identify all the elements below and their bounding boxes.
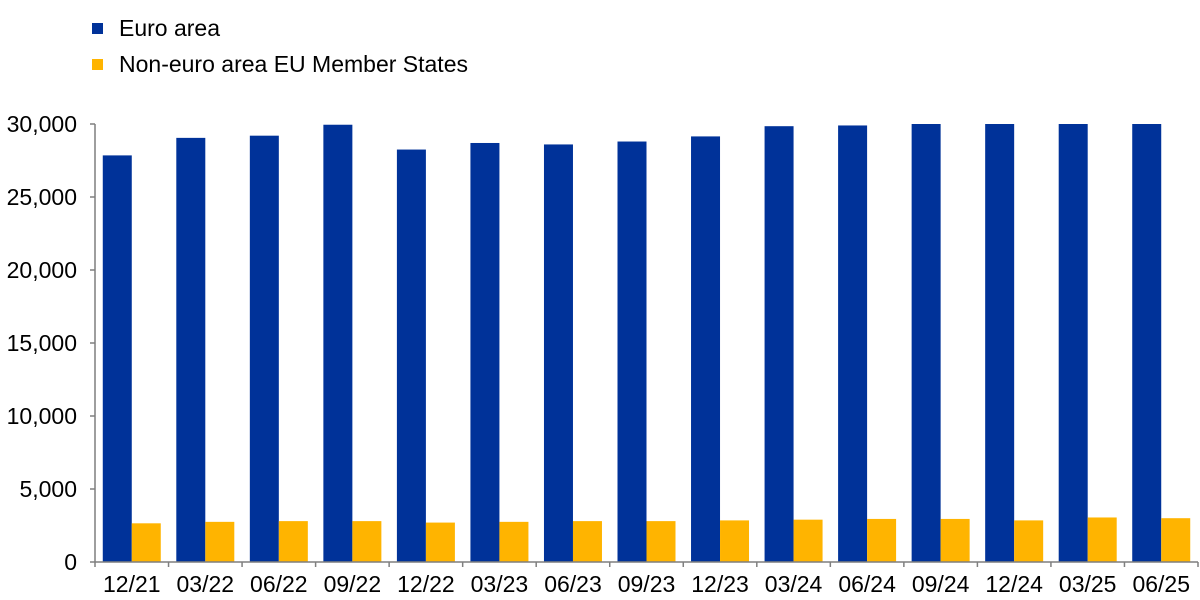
bar-non-euro-area-12-23 — [720, 520, 750, 562]
bar-non-euro-area-09-23 — [646, 521, 676, 562]
chart-legend: Euro area Non-euro area EU Member States — [92, 10, 468, 82]
bar-non-euro-area-09-24 — [940, 518, 970, 562]
legend-item-non-euro-area: Non-euro area EU Member States — [92, 46, 468, 82]
x-tick-label: 12/21 — [103, 571, 161, 597]
x-tick-label: 06/23 — [544, 571, 602, 597]
bar-euro-area-03-23 — [470, 142, 500, 563]
bar-non-euro-area-09-22 — [352, 521, 382, 562]
bar-non-euro-area-03-24 — [793, 519, 823, 562]
bar-non-euro-area-06-24 — [867, 518, 897, 562]
x-tick-label: 06/24 — [838, 571, 896, 597]
y-tick-label: 30,000 — [7, 111, 77, 137]
x-tick-label: 06/25 — [1132, 571, 1190, 597]
bar-non-euro-area-06-23 — [572, 521, 602, 562]
legend-swatch-non-euro-area — [92, 58, 103, 70]
bar-euro-area-12-23 — [691, 136, 721, 562]
bar-euro-area-03-24 — [764, 126, 794, 562]
legend-label-non-euro-area: Non-euro area EU Member States — [119, 51, 468, 77]
bar-euro-area-06-23 — [543, 144, 573, 562]
bar-non-euro-area-06-25 — [1161, 518, 1191, 562]
legend-item-euro-area: Euro area — [92, 10, 468, 46]
x-tick-label: 12/24 — [985, 571, 1043, 597]
bar-non-euro-area-03-23 — [499, 521, 529, 562]
x-tick-label: 09/24 — [912, 571, 970, 597]
y-tick-label: 15,000 — [7, 330, 77, 356]
bar-euro-area-12-24 — [985, 124, 1015, 562]
x-tick-label: 12/22 — [397, 571, 455, 597]
bar-euro-area-06-25 — [1132, 124, 1162, 562]
bar-non-euro-area-12-24 — [1014, 520, 1044, 562]
bar-non-euro-area-03-22 — [205, 521, 235, 562]
x-tick-label: 12/23 — [691, 571, 749, 597]
bar-euro-area-03-22 — [176, 137, 206, 562]
bar-euro-area-09-23 — [617, 141, 647, 562]
bar-non-euro-area-06-22 — [278, 521, 308, 562]
y-tick-label: 10,000 — [7, 403, 77, 429]
bar-euro-area-06-24 — [838, 125, 868, 563]
bar-euro-area-06-22 — [249, 135, 279, 562]
y-tick-label: 20,000 — [7, 257, 77, 283]
x-tick-label: 09/23 — [618, 571, 676, 597]
bar-euro-area-03-25 — [1058, 124, 1088, 562]
x-tick-label: 03/25 — [1059, 571, 1117, 597]
x-tick-label: 09/22 — [324, 571, 382, 597]
bar-euro-area-12-21 — [102, 155, 132, 562]
bar-non-euro-area-12-22 — [425, 522, 455, 562]
bar-non-euro-area-03-25 — [1087, 517, 1117, 562]
bar-euro-area-12-22 — [396, 149, 426, 563]
legend-swatch-euro-area — [92, 22, 103, 34]
y-tick-label: 5,000 — [19, 476, 77, 502]
y-tick-label: 0 — [64, 549, 77, 575]
y-tick-label: 25,000 — [7, 184, 77, 210]
x-tick-label: 03/22 — [177, 571, 235, 597]
bar-non-euro-area-12-21 — [131, 523, 161, 562]
x-tick-label: 06/22 — [250, 571, 308, 597]
legend-label-euro-area: Euro area — [119, 15, 221, 41]
x-tick-label: 03/23 — [471, 571, 529, 597]
bar-euro-area-09-22 — [323, 124, 353, 562]
x-tick-label: 03/24 — [765, 571, 823, 597]
bar-euro-area-09-24 — [911, 124, 941, 562]
